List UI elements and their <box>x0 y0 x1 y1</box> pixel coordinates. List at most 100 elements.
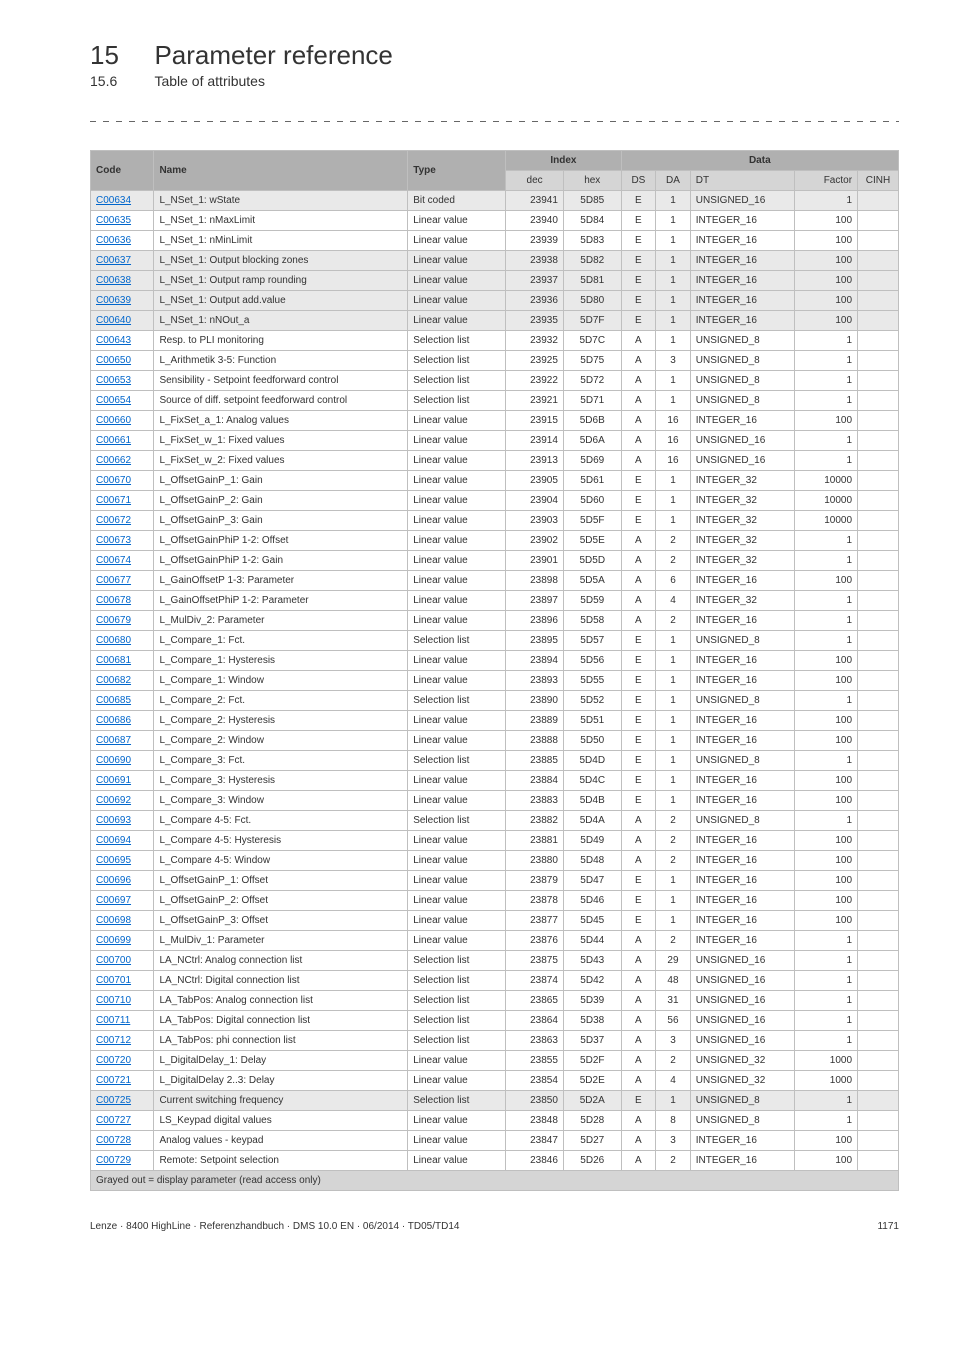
cell-dec: 23881 <box>506 831 564 851</box>
code-link[interactable]: C00674 <box>96 555 131 566</box>
code-link[interactable]: C00681 <box>96 655 131 666</box>
cell-cinh <box>858 751 899 771</box>
code-link[interactable]: C00725 <box>96 1095 131 1106</box>
cell-da: 3 <box>656 1031 691 1051</box>
table-row: C00643Resp. to PLI monitoringSelection l… <box>91 331 899 351</box>
cell-dec: 23932 <box>506 331 564 351</box>
cell-code: C00725 <box>91 1091 154 1111</box>
cell-ds: A <box>621 371 656 391</box>
code-link[interactable]: C00638 <box>96 275 131 286</box>
code-link[interactable]: C00720 <box>96 1055 131 1066</box>
code-link[interactable]: C00677 <box>96 575 131 586</box>
cell-code: C00711 <box>91 1011 154 1031</box>
cell-factor: 100 <box>794 671 857 691</box>
code-link[interactable]: C00728 <box>96 1135 131 1146</box>
code-link[interactable]: C00697 <box>96 895 131 906</box>
code-link[interactable]: C00671 <box>96 495 131 506</box>
code-link[interactable]: C00653 <box>96 375 131 386</box>
cell-cinh <box>858 631 899 651</box>
cell-dt: INTEGER_32 <box>690 471 794 491</box>
cell-hex: 5D2E <box>563 1071 621 1091</box>
cell-dec: 23921 <box>506 391 564 411</box>
cell-ds: A <box>621 1131 656 1151</box>
code-link[interactable]: C00672 <box>96 515 131 526</box>
cell-code: C00661 <box>91 431 154 451</box>
cell-name: L_FixSet_w_1: Fixed values <box>154 431 408 451</box>
cell-name: L_DigitalDelay 2..3: Delay <box>154 1071 408 1091</box>
cell-dt: UNSIGNED_32 <box>690 1051 794 1071</box>
code-link[interactable]: C00673 <box>96 535 131 546</box>
code-link[interactable]: C00694 <box>96 835 131 846</box>
col-hex: hex <box>563 171 621 191</box>
cell-dec: 23847 <box>506 1131 564 1151</box>
cell-hex: 5D43 <box>563 951 621 971</box>
code-link[interactable]: C00637 <box>96 255 131 266</box>
cell-factor: 10000 <box>794 511 857 531</box>
cell-da: 56 <box>656 1011 691 1031</box>
code-link[interactable]: C00635 <box>96 215 131 226</box>
code-link[interactable]: C00711 <box>96 1015 130 1026</box>
cell-factor: 1 <box>794 531 857 551</box>
code-link[interactable]: C00661 <box>96 435 131 446</box>
code-link[interactable]: C00643 <box>96 335 131 346</box>
code-link[interactable]: C00695 <box>96 855 131 866</box>
code-link[interactable]: C00712 <box>96 1035 131 1046</box>
code-link[interactable]: C00698 <box>96 915 131 926</box>
code-link[interactable]: C00679 <box>96 615 131 626</box>
cell-da: 8 <box>656 1111 691 1131</box>
cell-da: 2 <box>656 851 691 871</box>
code-link[interactable]: C00729 <box>96 1155 131 1166</box>
cell-da: 4 <box>656 591 691 611</box>
cell-name: L_MulDiv_1: Parameter <box>154 931 408 951</box>
cell-code: C00660 <box>91 411 154 431</box>
code-link[interactable]: C00692 <box>96 795 131 806</box>
code-link[interactable]: C00686 <box>96 715 131 726</box>
cell-da: 1 <box>656 491 691 511</box>
cell-dec: 23864 <box>506 1011 564 1031</box>
code-link[interactable]: C00727 <box>96 1115 131 1126</box>
code-link[interactable]: C00634 <box>96 195 131 206</box>
cell-factor: 1 <box>794 691 857 711</box>
code-link[interactable]: C00662 <box>96 455 131 466</box>
code-link[interactable]: C00685 <box>96 695 131 706</box>
code-link[interactable]: C00700 <box>96 955 131 966</box>
cell-ds: A <box>621 571 656 591</box>
cell-name: L_Compare 4-5: Window <box>154 851 408 871</box>
code-link[interactable]: C00687 <box>96 735 131 746</box>
code-link[interactable]: C00678 <box>96 595 131 606</box>
cell-hex: 5D48 <box>563 851 621 871</box>
cell-ds: E <box>621 291 656 311</box>
cell-ds: A <box>621 931 656 951</box>
code-link[interactable]: C00701 <box>96 975 131 986</box>
cell-factor: 1 <box>794 811 857 831</box>
cell-factor: 1 <box>794 431 857 451</box>
code-link[interactable]: C00710 <box>96 995 131 1006</box>
table-row: C00685L_Compare_2: Fct.Selection list238… <box>91 691 899 711</box>
code-link[interactable]: C00639 <box>96 295 131 306</box>
code-link[interactable]: C00680 <box>96 635 131 646</box>
cell-ds: E <box>621 491 656 511</box>
cell-type: Linear value <box>408 431 506 451</box>
cell-factor: 100 <box>794 251 857 271</box>
code-link[interactable]: C00660 <box>96 415 131 426</box>
cell-da: 1 <box>656 191 691 211</box>
code-link[interactable]: C00640 <box>96 315 131 326</box>
cell-cinh <box>858 711 899 731</box>
code-link[interactable]: C00636 <box>96 235 131 246</box>
code-link[interactable]: C00670 <box>96 475 131 486</box>
code-link[interactable]: C00693 <box>96 815 131 826</box>
code-link[interactable]: C00721 <box>96 1075 131 1086</box>
code-link[interactable]: C00691 <box>96 775 131 786</box>
cell-ds: A <box>621 1031 656 1051</box>
cell-ds: E <box>621 1091 656 1111</box>
chapter-title: Parameter reference <box>154 40 392 71</box>
code-link[interactable]: C00682 <box>96 675 131 686</box>
cell-cinh <box>858 491 899 511</box>
code-link[interactable]: C00696 <box>96 875 131 886</box>
code-link[interactable]: C00699 <box>96 935 131 946</box>
cell-type: Linear value <box>408 871 506 891</box>
cell-code: C00695 <box>91 851 154 871</box>
code-link[interactable]: C00650 <box>96 355 131 366</box>
code-link[interactable]: C00690 <box>96 755 131 766</box>
code-link[interactable]: C00654 <box>96 395 131 406</box>
